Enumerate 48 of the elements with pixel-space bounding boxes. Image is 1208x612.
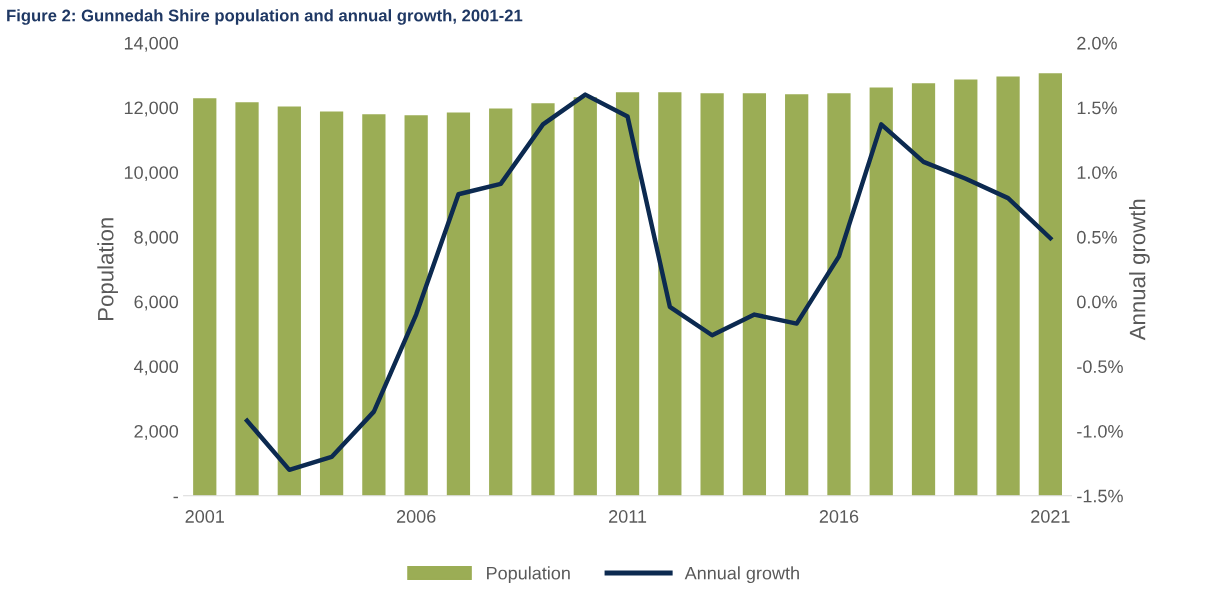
y-tick-label: -: [173, 496, 178, 499]
bar: [996, 76, 1020, 496]
x-tick-label: 2021: [1031, 510, 1070, 523]
y2-tick-label: -0.5%: [1077, 360, 1123, 374]
bar: [319, 111, 344, 496]
y-axis-title: Population: [97, 218, 118, 320]
bar: [911, 83, 936, 496]
bar: [615, 92, 640, 496]
bar: [785, 94, 809, 496]
y-tick-label: 10,000: [124, 166, 179, 182]
y2-tick-label: 1.5%: [1077, 101, 1117, 115]
y2-tick-label: 0.5%: [1077, 230, 1117, 244]
chart-title: Figure 2: Gunnedah Shire population and annual growth, 2001-21: [7, 9, 523, 25]
bar: [489, 108, 513, 496]
bar: [277, 106, 301, 496]
y2-tick-label: -1.5%: [1077, 489, 1123, 503]
line-series: [244, 92, 1053, 473]
bar: [827, 93, 851, 496]
x-tick-label: 2001: [185, 510, 224, 523]
y-tick-label: 6,000: [134, 295, 179, 311]
y2-axis-title: Annual growth: [1129, 199, 1150, 341]
y-tick-label: 4,000: [133, 360, 179, 376]
bar: [531, 103, 555, 496]
x-tick-label: 2011: [609, 510, 647, 523]
bar: [1038, 73, 1062, 496]
y2-tick-label: 1.0%: [1077, 166, 1117, 179]
y2-tick-label: -1.0%: [1077, 424, 1123, 438]
legend-label: Population: [487, 566, 570, 584]
bar: [404, 115, 428, 496]
bar: [700, 93, 724, 496]
bar: [446, 112, 471, 496]
legend-label: Annual growth: [684, 566, 799, 584]
bar: [362, 114, 386, 496]
bar: [658, 92, 682, 496]
bar: [869, 87, 893, 496]
y-tick-label: 14,000: [124, 36, 179, 52]
y2-tick-label: 0.0%: [1077, 295, 1117, 309]
bar: [742, 93, 767, 496]
y-tick-label: 2,000: [134, 424, 179, 440]
y-tick-label: 8,000: [134, 230, 179, 246]
bar: [573, 97, 597, 496]
x-tick-label: 2016: [819, 510, 859, 523]
bar: [954, 79, 978, 496]
y2-tick-label: 2.0%: [1077, 36, 1117, 50]
x-tick-label: 2006: [396, 510, 436, 523]
bar: [235, 102, 259, 496]
bar: [193, 98, 217, 496]
y-tick-label: 12,000: [124, 101, 179, 117]
